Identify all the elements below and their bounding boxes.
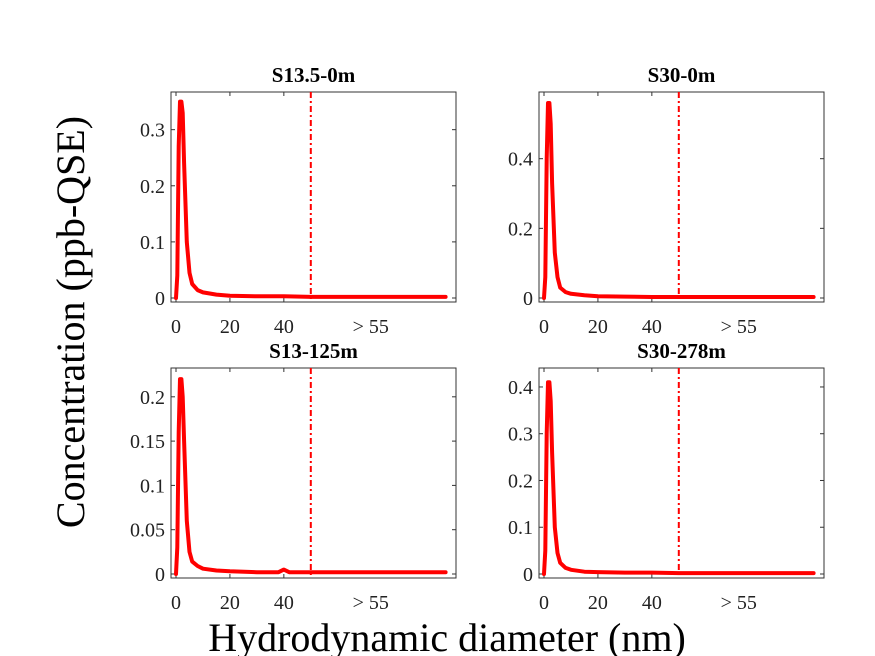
x-tick-label: 0 — [539, 316, 549, 338]
panel-title: S13.5-0m — [272, 63, 356, 87]
series-line — [542, 380, 816, 576]
x-extra-label: > 55 — [721, 592, 757, 614]
panel-1: S13.5-0m 0 0.1 0.2 0.3 0 20 40 > 55 — [140, 63, 457, 338]
x-extra-label: > 55 — [353, 316, 389, 338]
x-tick-label: 0 — [539, 592, 549, 614]
x-tick-label: 20 — [220, 592, 240, 614]
x-tick-label: 20 — [588, 316, 608, 338]
x-extra-label: > 55 — [353, 592, 389, 614]
y-tick-label: 0.05 — [130, 520, 165, 542]
y-tick-label: 0.4 — [508, 149, 533, 171]
y-tick-label: 0 — [155, 564, 165, 586]
x-tick-label: 40 — [274, 316, 294, 338]
y-tick-label: 0.15 — [130, 431, 165, 453]
y-tick-label: 0.1 — [508, 517, 533, 539]
y-tick-label: 0 — [523, 288, 533, 310]
x-tick-label: 40 — [274, 592, 294, 614]
y-tick-label: 0.2 — [508, 218, 533, 240]
y-tick-label: 0.3 — [140, 120, 165, 142]
y-tick-label: 0 — [155, 288, 165, 310]
series-line — [174, 377, 448, 576]
y-axis-label: Concentration (ppb-QSE) — [48, 116, 93, 528]
y-tick-label: 0.1 — [140, 232, 165, 254]
y-tick-label: 0.3 — [508, 424, 533, 446]
panel-4: S30-278m 0 0.1 0.2 0.3 0.4 0 20 40 > 55 — [508, 339, 825, 614]
y-tick-label: 0.2 — [140, 176, 165, 198]
axes-frame — [170, 367, 457, 579]
panel-2: S30-0m 0 0.2 0.4 0 20 40 > 55 — [508, 63, 825, 338]
x-tick-label: 40 — [642, 316, 662, 338]
panels: S13.5-0m 0 0.1 0.2 0.3 0 20 40 > 55 S30-0m 0 0.2 0.4… — [130, 63, 825, 614]
x-tick-label: 0 — [171, 316, 181, 338]
axes-frame — [538, 367, 825, 579]
x-extra-label: > 55 — [721, 316, 757, 338]
panel-title: S30-278m — [637, 339, 726, 363]
y-tick-label: 0.2 — [140, 387, 165, 409]
x-tick-label: 20 — [588, 592, 608, 614]
panel-title: S30-0m — [648, 63, 716, 87]
y-tick-label: 0 — [523, 564, 533, 586]
panel-3: S13-125m 0 0.05 0.1 0.15 0.2 0 20 40 > 55 — [130, 339, 457, 614]
series-line — [174, 99, 448, 300]
series-line — [542, 101, 816, 300]
y-tick-label: 0.1 — [140, 475, 165, 497]
x-tick-label: 0 — [171, 592, 181, 614]
axes-frame — [538, 91, 825, 303]
y-tick-label: 0.2 — [508, 470, 533, 492]
x-tick-label: 20 — [220, 316, 240, 338]
x-tick-label: 40 — [642, 592, 662, 614]
panel-title: S13-125m — [269, 339, 358, 363]
x-axis-label: Hydrodynamic diameter (nm) — [208, 615, 686, 656]
y-tick-label: 0.4 — [508, 377, 533, 399]
axes-frame — [170, 91, 457, 303]
